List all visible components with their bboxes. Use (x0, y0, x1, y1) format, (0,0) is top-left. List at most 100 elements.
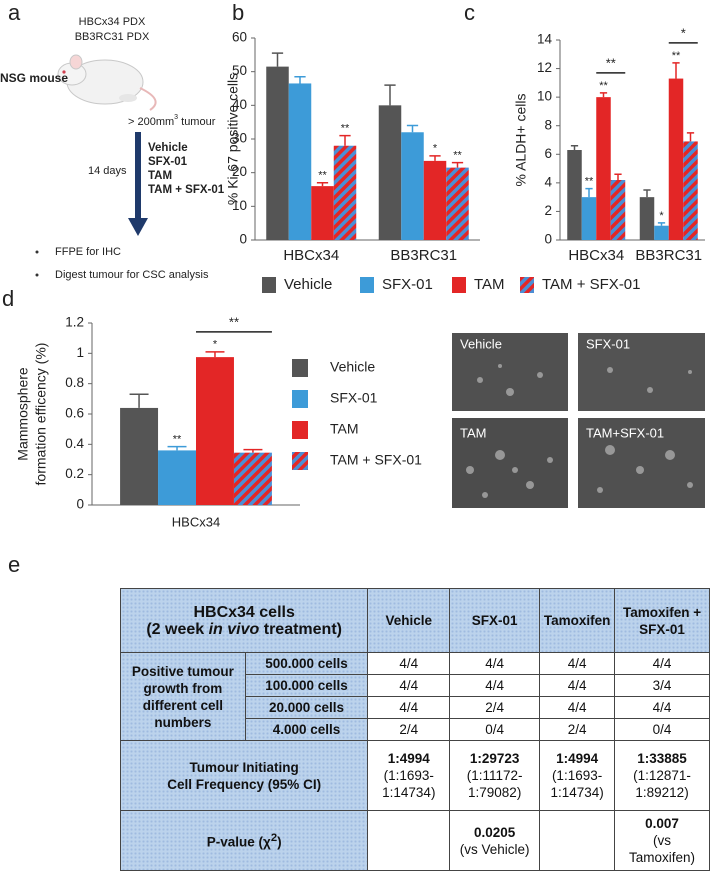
panel-label: b (232, 0, 244, 25)
micrograph-label: Vehicle (460, 336, 502, 351)
error-bar (271, 52, 284, 67)
growth-row: 4.000 cells 2/4 0/4 2/4 0/4 (121, 718, 710, 741)
significance: ** (453, 149, 462, 161)
significance: ** (318, 170, 327, 182)
bullet (35, 273, 39, 277)
legend-swatch (262, 277, 276, 293)
x-tick-label: HBCx34 (283, 247, 339, 264)
text: 1:14734) (382, 785, 436, 800)
legend-label: TAM (474, 276, 505, 293)
superscript: 3 (174, 114, 178, 121)
y-tick-label: 12 (537, 60, 552, 75)
text: (vs Vehicle) (459, 841, 530, 857)
error-bar (205, 351, 225, 358)
y-tick-label: 30 (232, 131, 247, 146)
legend-swatch (360, 277, 374, 293)
column-header: SFX-01 (449, 588, 541, 653)
legend-swatch (452, 277, 466, 293)
bar (610, 180, 626, 240)
row-header: Tumour Initiating Cell Frequency (95% CI) (119, 740, 369, 811)
text: P-value (χ (206, 834, 271, 850)
title: HBCx34 cells (193, 603, 295, 621)
legend-label: SFX-01 (330, 390, 378, 406)
text: (1:12871- (633, 768, 691, 783)
growth-cell: 0/4 (614, 718, 710, 741)
treatment: Vehicle (148, 142, 188, 154)
panel-a: a HBCx34 PDX BB3RC31 PDX NSG mouse > 200… (0, 0, 225, 281)
x-tick-label: BB3RC31 (390, 247, 457, 264)
text: 1:4994 (387, 751, 430, 766)
text: Tumour Initiating (189, 759, 299, 775)
bullet (35, 250, 39, 254)
bar (120, 407, 159, 505)
spheres (466, 364, 693, 498)
growth-cell: 2/4 (367, 718, 451, 741)
header-cell: HBCx34 cells (2 week in vivo treatment) (119, 588, 369, 653)
y-tick-label: 1 (76, 345, 84, 360)
micrograph (452, 418, 568, 508)
significance: ** (672, 50, 681, 62)
tic-row: Tumour Initiating Cell Frequency (95% CI)… (119, 740, 710, 811)
arrow-head (128, 218, 148, 236)
bar (401, 132, 424, 240)
micrograph (452, 333, 568, 411)
error-bar (570, 144, 579, 150)
error-bar (429, 155, 441, 161)
y-tick-label: 50 (232, 63, 247, 78)
y-tick-label: 60 (232, 30, 247, 45)
micrograph-label: SFX-01 (586, 336, 630, 351)
y-tick-label: 0.4 (65, 436, 84, 451)
text: 1:33885 (637, 751, 687, 766)
error-bar (686, 132, 695, 142)
pvalue-cell: 0.007 (vs Tamoxifen) (614, 810, 710, 871)
growth-row: 100.000 cells 4/4 4/4 4/4 3/4 (121, 674, 710, 697)
y-tick-label: 1.2 (65, 315, 84, 330)
panel-label: e (8, 552, 20, 577)
text: (2 week (146, 620, 209, 638)
growth-row: 20.000 cells 4/4 2/4 4/4 4/4 (121, 696, 710, 719)
tic-cell: 1:4994 (1:1693- 1:14734) (539, 740, 616, 811)
model: HBCx34 PDX (79, 16, 146, 28)
legend-label: SFX-01 (382, 276, 433, 293)
text: 0.007 (645, 816, 679, 831)
bar (581, 197, 597, 240)
legend-swatch (292, 452, 308, 470)
text: > 200mm (128, 116, 174, 128)
error-bar (243, 448, 263, 453)
y-tick-label: 0.6 (65, 406, 84, 421)
growth-cell: 3/4 (614, 674, 710, 697)
legend-swatch (292, 421, 308, 439)
error-bar (643, 189, 651, 198)
y-tick-label: 14 (537, 32, 553, 47)
column-header: Tamoxifen (539, 588, 616, 653)
y-tick-label: 0 (76, 497, 84, 512)
y-tick-label: 10 (537, 89, 552, 104)
bar (639, 197, 655, 240)
row-header: P-value (χ2) (119, 810, 369, 871)
bar (654, 225, 669, 240)
significance: * (213, 339, 218, 351)
y-axis-label: % Ki-67 positive cells (225, 73, 241, 205)
legend-label: TAM (330, 421, 359, 437)
bar (158, 450, 196, 505)
bar (668, 78, 684, 240)
panel-label: d (2, 286, 14, 311)
y-axis-label: Mammosphere (15, 367, 31, 461)
legend-label: Vehicle (330, 359, 375, 375)
pvalue-cell (539, 810, 616, 871)
bar (333, 145, 357, 240)
y-tick-label: 0.2 (65, 466, 84, 481)
micrograph-label: TAM+SFX-01 (586, 425, 664, 440)
bar (446, 167, 469, 240)
growth-cell: 4/4 (539, 674, 616, 697)
growth-cell: 4/4 (614, 652, 710, 675)
error-bar (316, 182, 329, 187)
tic-table: HBCx34 cells (2 week in vivo treatment) V… (119, 588, 710, 871)
y-tick-label: 6 (544, 146, 552, 161)
bar (288, 83, 312, 240)
error-bar (599, 92, 608, 98)
bar (311, 186, 334, 240)
y-axis-label: % ALDH+ cells (513, 94, 529, 187)
error-bar (129, 393, 149, 408)
y-tick-label: 0.8 (65, 375, 84, 390)
